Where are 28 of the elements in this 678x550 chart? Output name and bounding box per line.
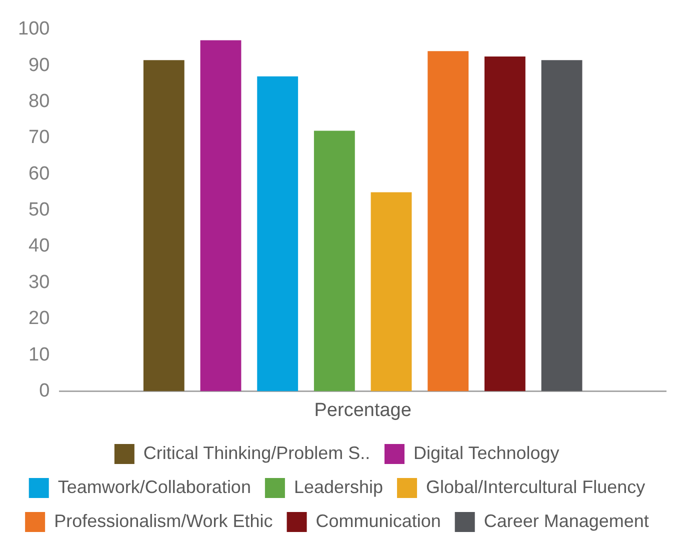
bar [428, 51, 469, 392]
y-tick-label: 90 [28, 54, 50, 76]
y-tick-label: 60 [28, 163, 50, 184]
legend-label: Global/Intercultural Fluency [426, 476, 646, 497]
bar [200, 40, 242, 392]
legend-label: Career Management [484, 510, 649, 531]
y-tick-label: 0 [39, 380, 50, 402]
y-tick-label: 30 [28, 272, 50, 293]
legend-label: Teamwork/Collaboration [58, 476, 251, 497]
bar [484, 56, 526, 392]
y-tick-label: 10 [28, 344, 50, 366]
legend-label: Leadership [294, 476, 384, 497]
bar [370, 192, 412, 392]
y-tick-label: 70 [28, 127, 50, 148]
bar [143, 60, 184, 392]
bar [257, 76, 298, 392]
legend-label: Critical Thinking/Problem S.. [143, 442, 370, 463]
legend-label: Professionalism/Work Ethic [54, 510, 273, 531]
bar [541, 60, 582, 392]
y-tick-label: 100 [18, 18, 50, 40]
y-tick-label: 50 [28, 200, 50, 221]
bar [314, 130, 355, 392]
legend-label: Digital Technology [413, 442, 560, 463]
y-tick-label: 80 [28, 90, 50, 112]
legend-label: Communication [316, 510, 441, 531]
y-tick-label: 40 [28, 236, 50, 257]
x-tick-label: Percentage [314, 400, 412, 421]
y-tick-label: 20 [28, 308, 50, 330]
